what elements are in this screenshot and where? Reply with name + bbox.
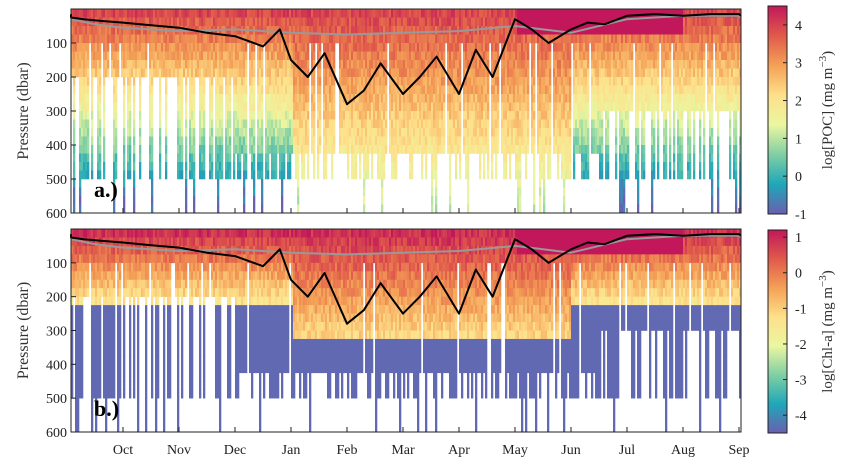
temperature-mld-line bbox=[70, 234, 742, 256]
colorbar-label: log[POC] (mg m−3) bbox=[817, 51, 836, 169]
x-tick-label-feb: Feb bbox=[337, 443, 358, 458]
y-tick-label: 400 bbox=[46, 358, 67, 373]
x-tick-label-jul: Jul bbox=[619, 443, 635, 458]
panel-b: 100 200 300 400 500 600 Oct Nov Dec Jan Feb Mar Apr M… bbox=[15, 228, 836, 458]
heatmap-field bbox=[71, 229, 741, 432]
heatmap-field bbox=[71, 9, 741, 213]
y-tick-label: 600 bbox=[46, 207, 67, 222]
y-tick-label: 400 bbox=[46, 139, 67, 154]
colorbar-tick-label: 1 bbox=[795, 231, 802, 246]
colorbar-tick-label: -1 bbox=[795, 208, 807, 223]
x-tick-label-may: May bbox=[502, 443, 528, 458]
colorbar-tick-label: 0 bbox=[795, 267, 802, 282]
colorbar: -1 0 1 2 3 4 log[POC] (mg m−3) bbox=[767, 5, 836, 223]
colorbar-tick-label: 4 bbox=[795, 19, 802, 34]
mixed-layer-depth-line bbox=[70, 233, 742, 325]
colorbar: -4 -3 -2 -1 0 1 log[Chl-a] (mg m−3) bbox=[767, 229, 836, 434]
y-tick-label: 300 bbox=[46, 325, 67, 340]
y-tick-label: 100 bbox=[46, 257, 67, 272]
colorbar-gradient bbox=[767, 229, 788, 434]
y-axis-label: Pressure (dbar) bbox=[15, 62, 32, 159]
x-tick-label-oct: Oct bbox=[113, 443, 133, 458]
x-tick-label-mar: Mar bbox=[391, 443, 415, 458]
y-tick-label: 300 bbox=[46, 105, 67, 120]
panel-label: a.) bbox=[94, 177, 118, 202]
colorbar-tick-label: -1 bbox=[795, 302, 807, 317]
y-tick-label: 500 bbox=[46, 392, 67, 407]
x-tick-label-aug: Aug bbox=[671, 443, 695, 458]
y-tick-label: 200 bbox=[46, 71, 67, 86]
y-tick-label: 200 bbox=[46, 291, 67, 306]
y-tick-label: 100 bbox=[46, 37, 67, 52]
x-tick-label-jun: Jun bbox=[561, 443, 580, 458]
x-tick-label-apr: Apr bbox=[448, 443, 470, 458]
colorbar-tick-label: 1 bbox=[795, 132, 802, 147]
x-tick-label-jan: Jan bbox=[282, 443, 301, 458]
panel-label: b.) bbox=[94, 396, 119, 421]
colorbar-label: log[Chl-a] (mg m−3) bbox=[817, 270, 836, 393]
y-tick-label: 500 bbox=[46, 173, 67, 188]
colorbar-tick-label: -4 bbox=[795, 409, 807, 424]
colorbar-tick-label: 0 bbox=[795, 170, 802, 185]
colorbar-tick-label: 3 bbox=[795, 57, 802, 72]
mixed-layer-depth-line bbox=[70, 13, 742, 106]
panel-a: 100 200 300 400 500 600 Pressure (dbar) a.) -1 0 1… bbox=[15, 5, 836, 223]
temperature-mld-line bbox=[70, 14, 742, 36]
x-tick-label-nov: Nov bbox=[167, 443, 191, 458]
colorbar-tick-label: -2 bbox=[795, 338, 807, 353]
x-tick-label-sep: Sep bbox=[729, 443, 750, 458]
colorbar-gradient bbox=[767, 5, 788, 215]
colorbar-tick-label: 2 bbox=[795, 95, 802, 110]
x-tick-label-dec: Dec bbox=[224, 443, 247, 458]
y-tick-label: 600 bbox=[46, 426, 67, 441]
y-axis-label: Pressure (dbar) bbox=[15, 282, 32, 379]
colorbar-tick-label: -3 bbox=[795, 374, 807, 389]
